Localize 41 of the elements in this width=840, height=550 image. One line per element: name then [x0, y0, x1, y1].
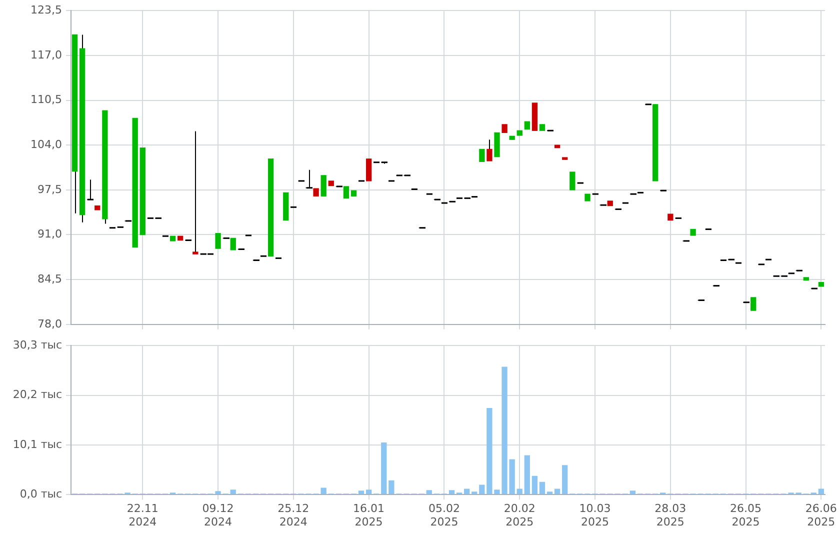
- y-tick-label: 30,3 тыс: [12, 338, 62, 352]
- x-tick-label: 28.03 2025: [654, 502, 686, 528]
- bar: [230, 490, 236, 494]
- x-tick-label: 05.02 2025: [428, 502, 460, 528]
- y-tick-label: 0,0 тыс: [20, 487, 62, 500]
- y-tick-label: 78,0: [38, 317, 62, 330]
- bar: [516, 488, 522, 494]
- bar: [479, 484, 485, 494]
- bar: [448, 490, 455, 494]
- x-tick-label: 16.01 2025: [353, 502, 385, 528]
- y-tick-label: 91,0: [38, 228, 62, 241]
- x-tick-label: 10.03 2025: [579, 502, 611, 528]
- y-tick-label: 97,5: [38, 182, 62, 196]
- bar: [358, 490, 364, 494]
- bar: [562, 465, 568, 494]
- y-tick-label: 117,0: [30, 48, 62, 62]
- bar: [546, 492, 553, 494]
- y-tick-label: 84,5: [38, 272, 62, 286]
- bar: [426, 490, 432, 494]
- bar: [554, 488, 560, 494]
- y-tick-label: 20,2 тыс: [12, 388, 62, 402]
- bar: [539, 482, 546, 494]
- bar: [472, 492, 478, 494]
- y-tick-label: 110,5: [30, 93, 62, 106]
- x-tick-label: 20.02 2025: [504, 502, 536, 528]
- x-tick-label: 22.11 2024: [126, 502, 158, 528]
- bar: [366, 490, 372, 494]
- bar: [464, 488, 470, 494]
- bar: [532, 476, 538, 494]
- bar: [818, 488, 824, 494]
- x-tick-label: 09.12 2024: [202, 502, 234, 528]
- y-tick-label: 104,0: [30, 138, 62, 151]
- x-tick-label: 26.05 2025: [730, 502, 762, 528]
- bar: [524, 455, 530, 494]
- candlestick: [343, 186, 350, 199]
- bar: [630, 490, 636, 494]
- y-tick-label: 123,5: [30, 3, 62, 16]
- y-tick-label: 10,1 тыс: [12, 438, 62, 451]
- x-tick-label: 26.06 2025: [805, 502, 837, 528]
- x-tick-label: 25.12 2024: [278, 502, 310, 528]
- bar: [381, 442, 387, 494]
